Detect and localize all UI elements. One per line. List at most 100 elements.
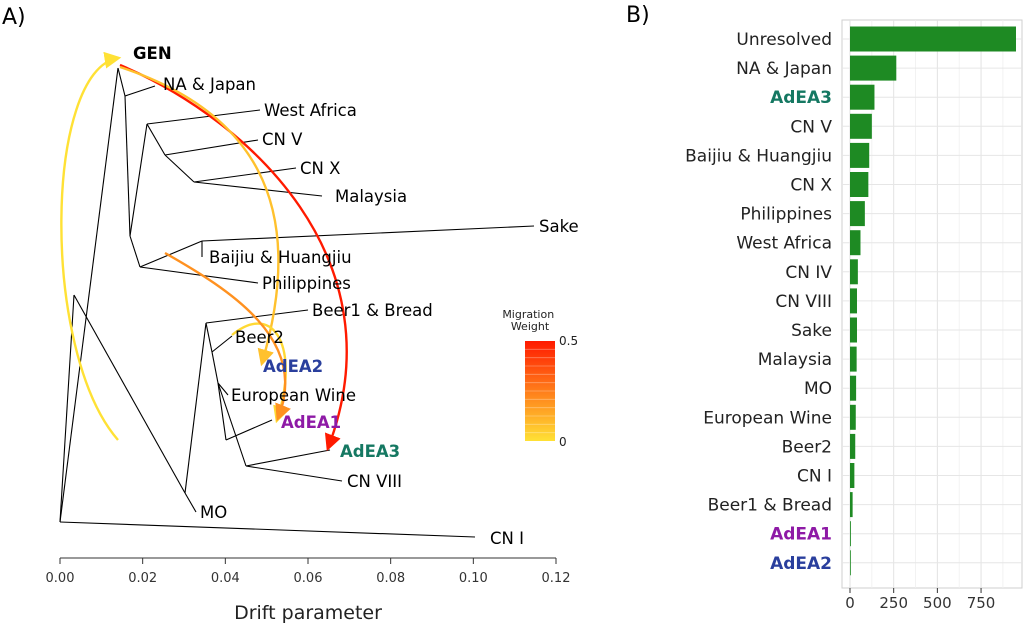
bar-beer2: [850, 433, 856, 459]
tip-label-malaysia: Malaysia: [335, 187, 407, 206]
legend-title-line-1: Migration: [502, 308, 554, 321]
drift-axis-tick-label: 0.06: [294, 571, 323, 586]
bar-label-west-africa: West Africa: [736, 234, 832, 254]
legend-bands: [525, 348, 555, 434]
bar-unresolved: [850, 26, 1016, 52]
legend-max-label: 0.5: [559, 334, 578, 348]
tree-branch: [124, 85, 156, 97]
migration-legend: Migration Weight 0.5 0: [502, 308, 578, 449]
tip-label-baijiu-and-huangjiu: Baijiu & Huangjiu: [209, 248, 352, 267]
migration-arrow-gen-to-adea2: [119, 65, 280, 367]
bar-label-beer1-and-bread: Beer1 & Bread: [708, 496, 832, 516]
tree-branch: [184, 322, 207, 494]
tree-branch: [164, 154, 195, 183]
tip-label-adea2: AdEA2: [263, 357, 323, 376]
tip-label-adea3: AdEA3: [340, 442, 400, 461]
drift-axis-tick-label: 0.08: [376, 571, 405, 586]
bar-label-cn-v: CN V: [790, 117, 832, 137]
bar-axis-tick-label: 250: [879, 594, 908, 612]
tree-branch: [146, 109, 261, 125]
tip-label-beer2: Beer2: [235, 328, 284, 347]
bar-west-africa: [850, 230, 861, 256]
bar-label-cn-i: CN I: [797, 467, 832, 487]
bar-mo: [850, 375, 857, 401]
bar-label-cn-x: CN X: [790, 176, 832, 196]
bar-na-and-japan: [850, 55, 897, 81]
bar-axis-ticks: 0 250 500 750: [845, 588, 995, 612]
tree-branch: [117, 67, 126, 97]
bar-label-philippines: Philippines: [740, 205, 832, 225]
bar-label-adea2: AdEA2: [770, 554, 832, 574]
bar-cn-v: [850, 113, 872, 139]
bar-adea3: [850, 84, 875, 110]
legend-min-label: 0: [559, 435, 567, 449]
tip-label-adea1: AdEA1: [281, 413, 341, 432]
tip-label-cn-x: CN X: [300, 159, 340, 178]
bar-label-beer2: Beer2: [782, 437, 832, 457]
bar-malaysia: [850, 346, 857, 372]
tip-label-sake: Sake: [539, 217, 579, 236]
tree-branch: [193, 167, 297, 183]
tree-branch: [201, 225, 535, 242]
tree-branch: [245, 449, 331, 467]
tip-label-cn-i: CN I: [490, 529, 524, 548]
tip-label-west-africa: West Africa: [264, 101, 357, 120]
tip-labels: GEN NA & Japan West Africa CN V CN X Malaysia…: [133, 44, 579, 548]
legend-title-line-2: Weight: [511, 320, 550, 333]
tip-label-na-and-japan: NA & Japan: [163, 75, 256, 94]
tree-branch: [193, 181, 323, 197]
drift-axis-tick-label: 0.00: [46, 571, 75, 586]
drift-axis-tick-label: 0.04: [211, 571, 240, 586]
drift-axis-ticks: 0.00 0.02 0.04 0.06 0.08 0.10 0.12: [46, 558, 571, 586]
tree-branch: [217, 382, 229, 396]
tree-branches: [59, 67, 535, 538]
tree-branch: [184, 492, 197, 513]
bar-label-cn-viii: CN VIII: [775, 292, 832, 312]
bar-label-malaysia: Malaysia: [758, 350, 832, 370]
tree-branch: [139, 240, 203, 268]
tree-branch: [245, 465, 343, 482]
tip-label-gen: GEN: [133, 44, 172, 63]
tip-label-philippines: Philippines: [262, 274, 351, 293]
bar-axis-tick-label: 500: [923, 594, 952, 612]
migration-arrow-malaysia-to-gen: [60, 51, 122, 441]
bar-label-sake: Sake: [791, 321, 832, 341]
tree-branch: [129, 123, 148, 237]
bar-label-mo: MO: [804, 379, 832, 399]
tip-label-beer1-and-bread: Beer1 & Bread: [312, 301, 433, 320]
tip-label-cn-viii: CN VIII: [347, 472, 402, 491]
panel-b: B) Unresolved NA & Japan AdEA3 CN V Baijiu &…: [626, 3, 1023, 612]
legend-color-bar: [525, 341, 555, 441]
bar-cn-i: [850, 463, 855, 488]
drift-axis: 0.00 0.02 0.04 0.06 0.08 0.10 0.12 Drift param…: [46, 557, 571, 624]
tree-branch: [217, 382, 247, 467]
tip-label-mo: MO: [200, 503, 227, 522]
bar-adea1: [850, 521, 851, 547]
bar-label-na-and-japan: NA & Japan: [736, 59, 832, 79]
tree-branch: [211, 351, 219, 384]
bar-label-adea3: AdEA3: [770, 88, 832, 108]
legend-title: Migration Weight: [502, 308, 557, 333]
bar-label-cn-iv: CN IV: [785, 263, 832, 283]
bar-axis-tick-label: 750: [967, 594, 996, 612]
bar-label-baijiu-and-huangjiu: Baijiu & Huangjiu: [685, 146, 832, 166]
tree-branch: [73, 294, 186, 494]
bar-cn-x: [850, 172, 869, 197]
tip-label-european-wine: European Wine: [231, 386, 356, 405]
bar-label-unresolved: Unresolved: [736, 30, 832, 50]
migration-arrows: [60, 51, 348, 452]
tree-branch: [146, 123, 166, 156]
drift-axis-tick-label: 0.10: [459, 571, 488, 586]
tree-branch: [129, 235, 141, 268]
bar-cn-viii: [850, 288, 857, 314]
tree-branch: [217, 382, 227, 441]
tree-branch: [205, 322, 213, 353]
tree-branch: [205, 309, 309, 324]
bar-cn-iv: [850, 259, 858, 285]
drift-axis-tick-label: 0.12: [542, 571, 571, 586]
tree-branch: [124, 95, 131, 237]
bar-category-labels: Unresolved NA & Japan AdEA3 CN V Baijiu & Hu…: [685, 30, 832, 574]
drift-axis-tick-label: 0.02: [128, 571, 157, 586]
bar-adea2: [850, 550, 851, 576]
